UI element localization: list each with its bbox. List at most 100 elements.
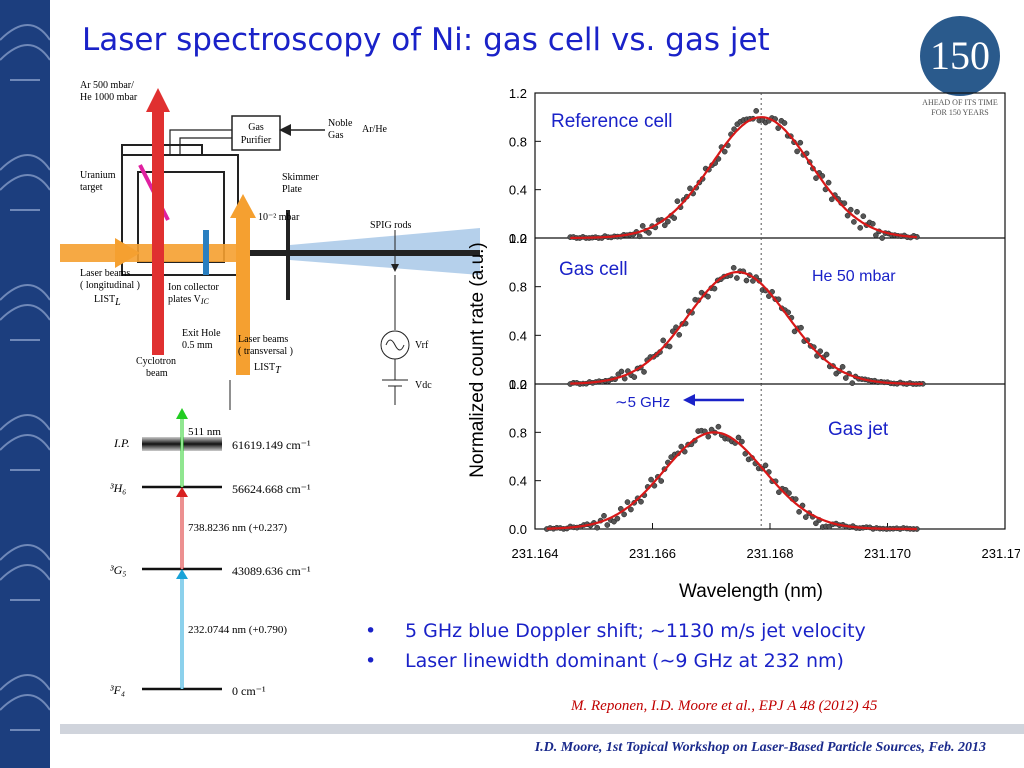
chart-axes: 0.00.40.81.20.00.40.81.20.00.40.81.2231.… (509, 86, 1020, 561)
logo-caption-line2: FOR 150 YEARS (931, 108, 989, 117)
ion-collector-plates (203, 230, 209, 275)
data-point (828, 196, 835, 203)
y-tick-label: 0.4 (509, 183, 527, 198)
level-scheme: I.P. 61619.149 cm⁻¹ ³H₆ 56624.668 cm⁻¹ ³… (110, 408, 311, 698)
shift-arrow-head (683, 394, 695, 406)
data-point (844, 212, 851, 219)
data-point (792, 496, 799, 502)
anniversary-logo: 150 (920, 16, 1000, 96)
bullet-dot-icon: • (365, 620, 377, 642)
y-axis-label: Normalized count rate (a.u.) (467, 242, 488, 478)
cyclotron-label-2: beam (146, 368, 168, 379)
transition-511nm-arrow (176, 408, 188, 419)
panel-note-he-50mbar: He 50 mbar (812, 268, 896, 285)
transition-232nm-arrow (176, 569, 188, 579)
ip-label: I.P. (113, 436, 130, 450)
fit-curve-2 (570, 271, 923, 385)
h6-label: ³H₆ (110, 481, 126, 495)
footer-text: I.D. Moore, 1st Topical Workshop on Lase… (534, 740, 986, 755)
bullet-text-2: Laser linewidth dominant (∼9 GHz at 232 … (405, 650, 844, 672)
plot-frame (534, 92, 1006, 530)
y-tick-label: 0.8 (509, 134, 527, 149)
vdc-label: Vdc (415, 380, 432, 391)
list-t-label: LISTT (254, 362, 282, 376)
data-point (734, 275, 740, 281)
ip-energy: 61619.149 cm⁻¹ (232, 438, 311, 452)
data-point (857, 224, 864, 231)
data-point (646, 230, 652, 236)
h6-energy: 56624.668 cm⁻¹ (232, 482, 311, 496)
data-point (674, 198, 681, 205)
longitudinal-arrow-head (115, 238, 140, 268)
y-tick-label: 0.0 (509, 377, 527, 392)
step1-wavelength: 232.0744 nm (+0.790) (188, 624, 287, 636)
x-tick-label: 231.172 (982, 546, 1021, 561)
f4-energy: 0 cm⁻¹ (232, 684, 266, 698)
data-point (786, 490, 792, 496)
data-point (817, 348, 824, 355)
data-point (705, 433, 712, 440)
uranium-label-2: target (80, 182, 103, 193)
fit-curve-3 (546, 431, 917, 531)
data-point (776, 489, 782, 496)
transversal-laser-beam (236, 215, 250, 375)
x-tick-label: 231.170 (864, 546, 911, 561)
panel-title-gas-jet: Gas jet (828, 419, 889, 440)
data-point (594, 524, 601, 531)
y-tick-label: 1.2 (509, 377, 527, 392)
data-point (601, 512, 607, 519)
sidebar-pattern (0, 24, 50, 731)
data-point (851, 219, 857, 225)
data-point (624, 499, 631, 505)
data-point (797, 139, 804, 146)
data-point (743, 277, 750, 284)
data-point (614, 515, 621, 522)
chart-points (543, 108, 926, 532)
data-point (794, 148, 800, 155)
data-point (678, 443, 685, 450)
data-point (628, 506, 634, 513)
spectra-chart: 0.00.40.81.20.00.40.81.20.00.40.81.2231.… (467, 86, 1020, 602)
data-point (666, 343, 673, 350)
longitudinal-laser-beam (60, 244, 240, 262)
laser-trans-label-2: ( transversal ) (238, 346, 293, 357)
f4-label: ³F₄ (110, 683, 125, 697)
data-point (648, 476, 654, 483)
skimmer-label-2: Plate (282, 184, 303, 195)
data-point (671, 215, 678, 221)
step3-wavelength: 511 nm (188, 426, 221, 438)
data-point (798, 324, 804, 331)
data-point (753, 108, 760, 114)
footer-divider (60, 724, 1024, 734)
data-point (735, 434, 742, 441)
ion-beam-line (240, 250, 480, 256)
data-point (841, 200, 848, 207)
sine-wave-icon (385, 339, 405, 351)
data-point (730, 264, 737, 271)
gas-pressure-label-2: He 1000 mbar (80, 92, 138, 103)
bullet-item-1: • 5 GHz blue Doppler shift; ∼1130 m/s jet… (365, 616, 866, 646)
spig-label: SPIG rods (370, 220, 412, 231)
data-point (604, 522, 611, 528)
step2-wavelength: 738.8236 nm (+0.237) (188, 522, 287, 534)
data-point (715, 423, 722, 430)
data-point (823, 351, 830, 358)
data-point (839, 363, 846, 370)
cyclotron-label-1: Cyclotron (136, 356, 176, 367)
data-point (631, 374, 638, 380)
y-tick-label: 0.8 (509, 280, 527, 295)
data-point (879, 235, 886, 241)
x-tick-label: 231.168 (747, 546, 794, 561)
skimmer-label-1: Skimmer (282, 172, 319, 183)
bullet-text-1: 5 GHz blue Doppler shift; ∼1130 m/s jet … (405, 620, 866, 642)
data-point (742, 450, 749, 457)
data-point (802, 514, 809, 520)
cyclotron-arrow-head (146, 88, 170, 112)
data-point (618, 368, 625, 375)
data-point (762, 462, 769, 469)
skimmer-plate (286, 210, 290, 300)
g5-label: ³G₅ (110, 563, 126, 577)
gas-pressure-label-1: Ar 500 mbar/ (80, 80, 134, 91)
data-point (641, 369, 647, 375)
data-point (854, 208, 860, 215)
